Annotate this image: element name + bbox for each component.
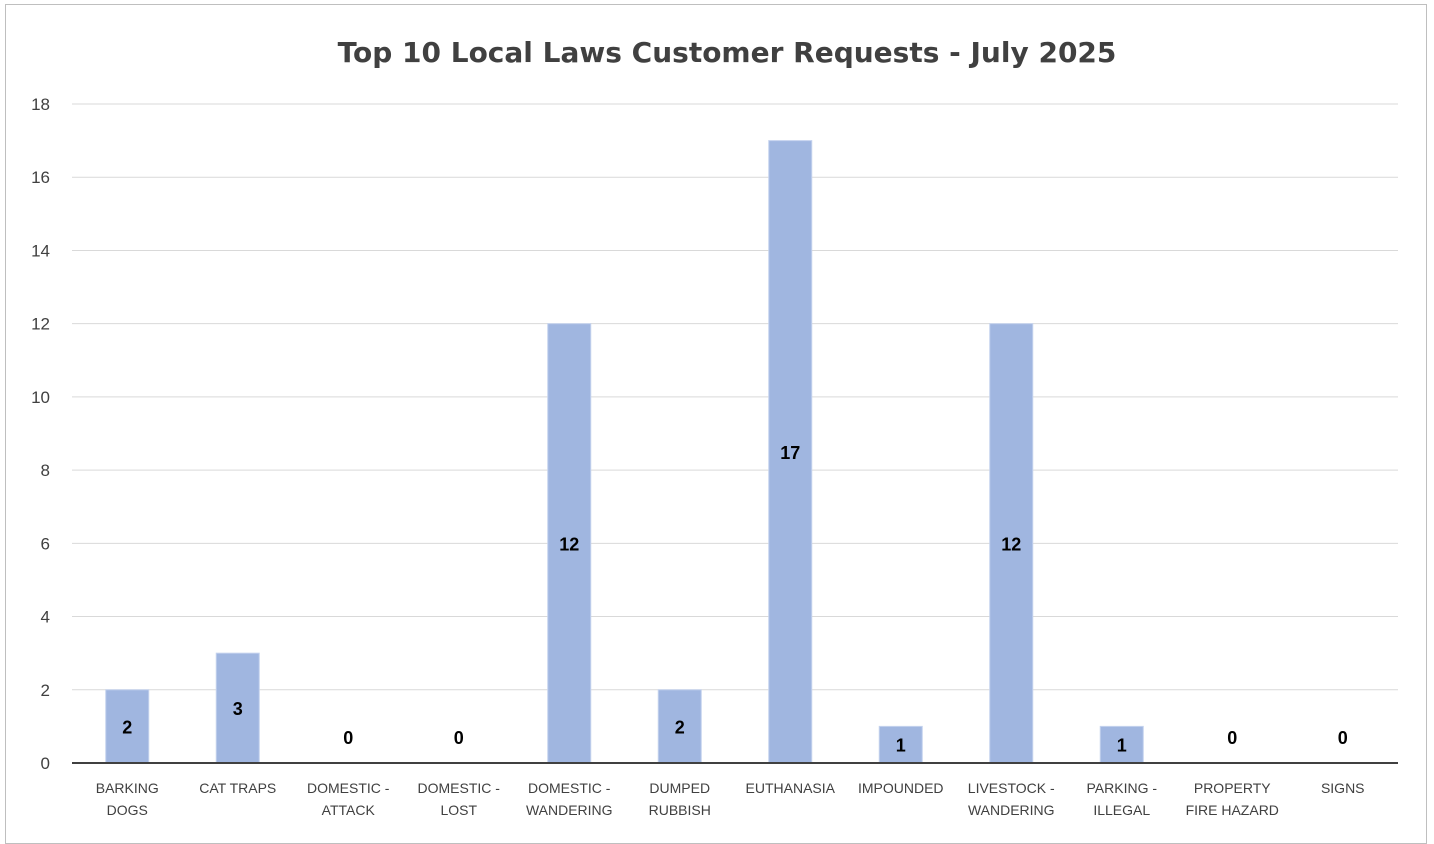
x-tick-label: DOMESTIC - WANDERING (526, 780, 613, 818)
data-label: 1 (1117, 736, 1127, 756)
x-tick-label: DUMPED RUBBISH (649, 780, 711, 818)
data-label: 3 (233, 699, 243, 719)
y-tick-label: 12 (31, 315, 50, 334)
x-tick-line: PROPERTY (1194, 780, 1271, 796)
x-tick-line: DUMPED (649, 780, 710, 796)
x-tick-label: BARKING DOGS (96, 780, 159, 818)
x-tick-line: CAT TRAPS (199, 780, 276, 796)
y-tick-label: 8 (41, 461, 50, 480)
x-tick-line: BARKING (96, 780, 159, 796)
data-label: 17 (780, 443, 800, 463)
data-label: 1 (896, 736, 906, 756)
chart-title: Top 10 Local Laws Customer Requests - Ju… (338, 36, 1117, 69)
x-tick-line: LIVESTOCK - (968, 780, 1055, 796)
x-tick-line: PARKING - (1086, 780, 1157, 796)
x-tick-line: DOGS (107, 802, 148, 818)
x-tick-label: PARKING - ILLEGAL (1086, 780, 1157, 818)
x-tick-line: WANDERING (968, 802, 1055, 818)
x-tick-line: LOST (440, 802, 477, 818)
bar (657, 689, 702, 764)
data-label: 2 (122, 717, 132, 737)
y-tick-label: 16 (31, 168, 50, 187)
x-tick-label: DOMESTIC - LOST (418, 780, 501, 818)
x-tick-line: EUTHANASIA (746, 780, 836, 796)
bar (878, 725, 923, 764)
data-label: 0 (454, 728, 464, 748)
data-labels: 2 3 0 0 12 2 17 1 12 1 0 0 (122, 443, 1348, 756)
x-tick-label: SIGNS (1321, 780, 1365, 796)
y-tick-label: 4 (41, 608, 50, 627)
x-tick-label: CAT TRAPS (199, 780, 276, 796)
x-tick-line: ILLEGAL (1093, 802, 1150, 818)
x-tick-label: PROPERTY FIRE HAZARD (1186, 780, 1279, 818)
y-tick-label: 18 (31, 95, 50, 114)
x-tick-line: DOMESTIC - (418, 780, 501, 796)
data-label: 0 (1338, 728, 1348, 748)
y-tick-label: 2 (41, 681, 50, 700)
x-tick-line: FIRE HAZARD (1186, 802, 1279, 818)
bar (768, 140, 813, 764)
x-tick-line: ATTACK (322, 802, 376, 818)
y-axis-ticks: 0 2 4 6 8 10 12 14 16 18 (31, 95, 50, 773)
bar (989, 323, 1034, 764)
x-tick-label: EUTHANASIA (746, 780, 836, 796)
bars (105, 140, 1144, 764)
y-tick-label: 0 (41, 754, 50, 773)
data-label: 0 (1227, 728, 1237, 748)
y-tick-label: 14 (31, 241, 50, 260)
x-tick-label: IMPOUNDED (858, 780, 944, 796)
y-tick-label: 6 (41, 534, 50, 553)
x-tick-line: IMPOUNDED (858, 780, 944, 796)
x-tick-line: WANDERING (526, 802, 613, 818)
data-label: 12 (1001, 534, 1021, 554)
bar (215, 652, 260, 764)
x-tick-line: RUBBISH (649, 802, 711, 818)
x-tick-line: DOMESTIC - (528, 780, 611, 796)
bar (105, 689, 150, 764)
data-label: 12 (559, 534, 579, 554)
data-label: 0 (343, 728, 353, 748)
x-tick-line: DOMESTIC - (307, 780, 390, 796)
x-tick-label: DOMESTIC - ATTACK (307, 780, 390, 818)
x-tick-line: SIGNS (1321, 780, 1365, 796)
gridlines (72, 103, 1398, 691)
data-label: 2 (675, 717, 685, 737)
y-tick-label: 10 (31, 388, 50, 407)
bar (547, 323, 592, 764)
x-tick-label: LIVESTOCK - WANDERING (968, 780, 1055, 818)
